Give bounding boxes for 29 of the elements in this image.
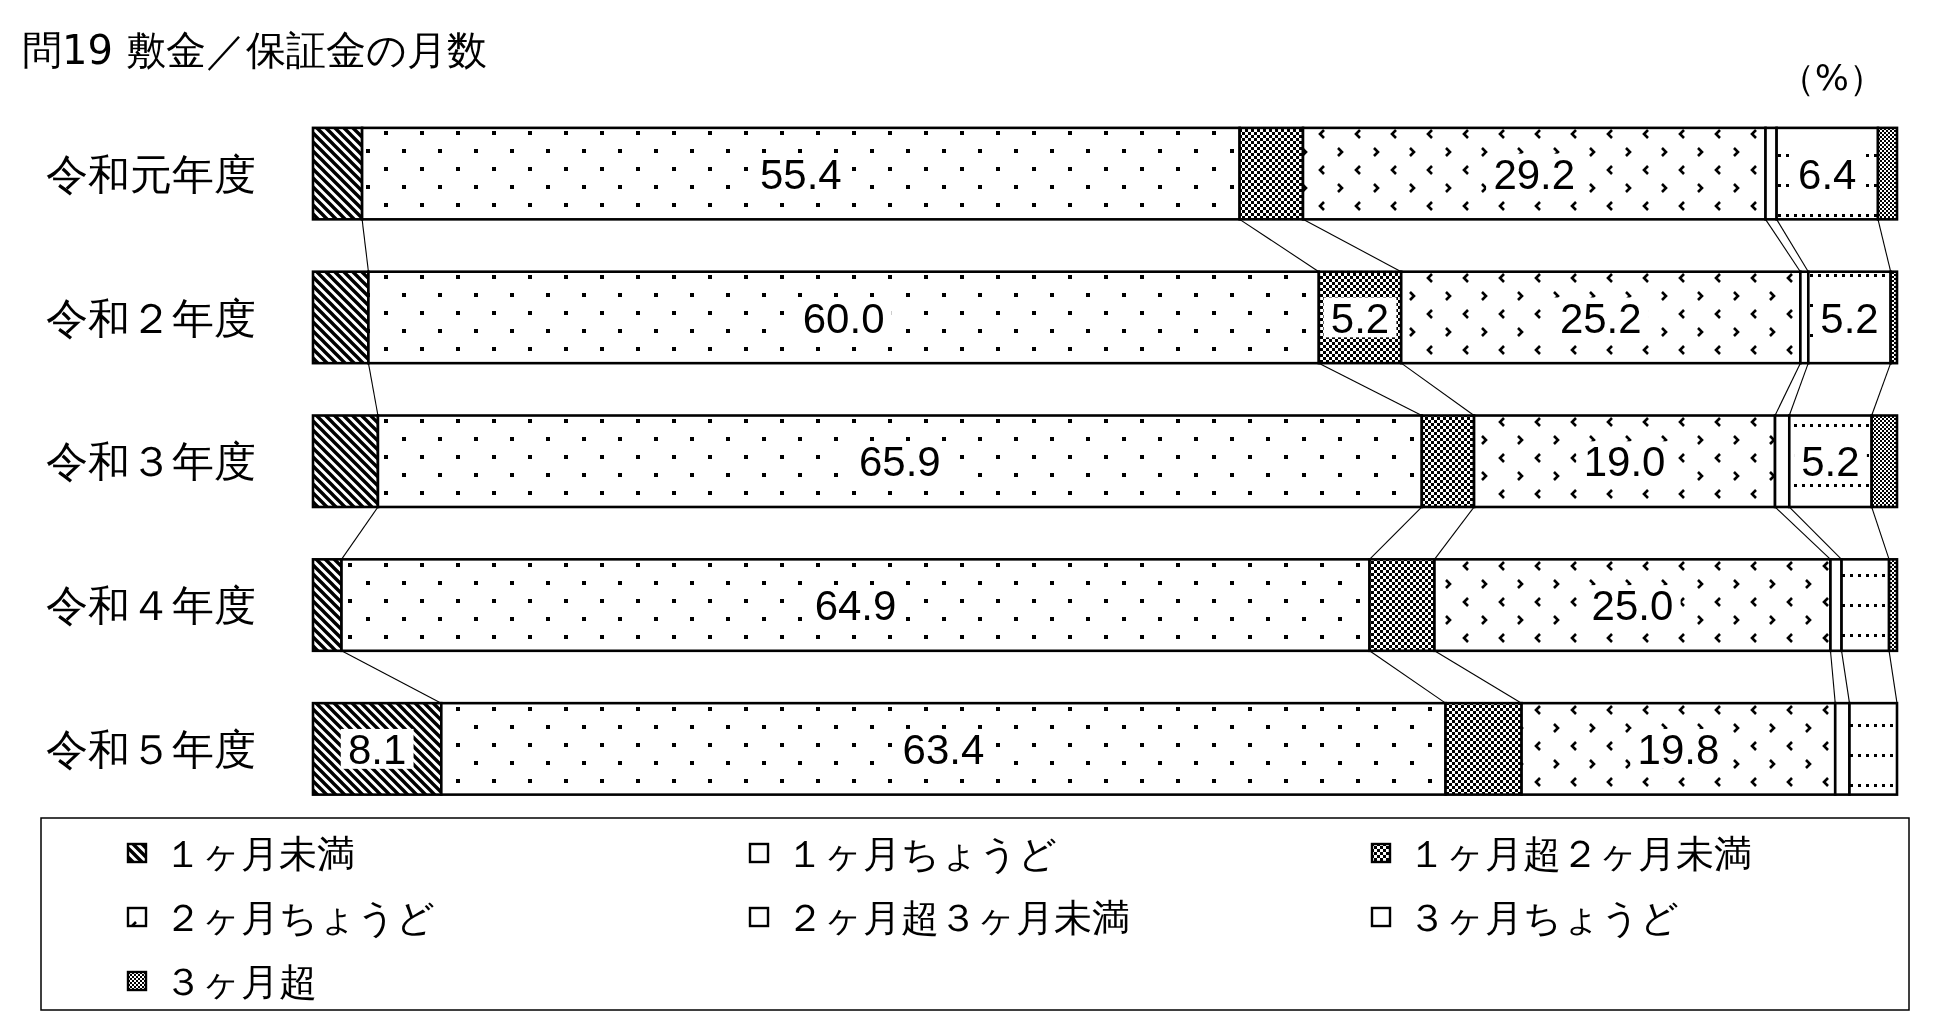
y-tick-label: 令和５年度 xyxy=(46,725,256,775)
data-label: 63.4 xyxy=(902,726,985,774)
legend-label: ２ヶ月超３ヶ月未満 xyxy=(786,895,1130,940)
y-tick-label: 令和元年度 xyxy=(46,149,256,199)
legend-label: ２ヶ月ちょうど xyxy=(164,895,435,940)
y-tick-label: 令和３年度 xyxy=(46,437,256,487)
legend-label: ３ヶ月超 xyxy=(164,959,317,1004)
y-tick-label: 令和２年度 xyxy=(46,293,256,343)
y-tick-label: 令和４年度 xyxy=(46,581,256,631)
legend-label: １ヶ月ちょうど xyxy=(786,831,1057,876)
data-label: 5.2 xyxy=(1820,294,1879,342)
data-label: 29.2 xyxy=(1493,150,1576,198)
data-label: 19.0 xyxy=(1583,438,1666,486)
legend-label: １ヶ月超２ヶ月未満 xyxy=(1408,831,1752,876)
data-label: 5.2 xyxy=(1801,438,1860,486)
legend-label: １ヶ月未満 xyxy=(164,831,355,876)
data-label: 25.2 xyxy=(1559,294,1642,342)
legend-label: ３ヶ月ちょうど xyxy=(1408,895,1679,940)
data-label: 19.8 xyxy=(1637,726,1720,774)
text: （%） xyxy=(1778,57,1885,98)
data-label: 64.9 xyxy=(814,582,897,630)
data-label: 8.1 xyxy=(347,726,407,774)
data-label: 25.0 xyxy=(1591,582,1674,630)
data-label: 55.4 xyxy=(760,150,842,198)
chart-title: 問19 敷金／保証金の月数 xyxy=(22,27,487,73)
data-label: 65.9 xyxy=(859,438,941,486)
data-label: 5.2 xyxy=(1330,294,1390,342)
data-label: 6.4 xyxy=(1798,150,1857,198)
data-label: 60.0 xyxy=(802,294,885,342)
